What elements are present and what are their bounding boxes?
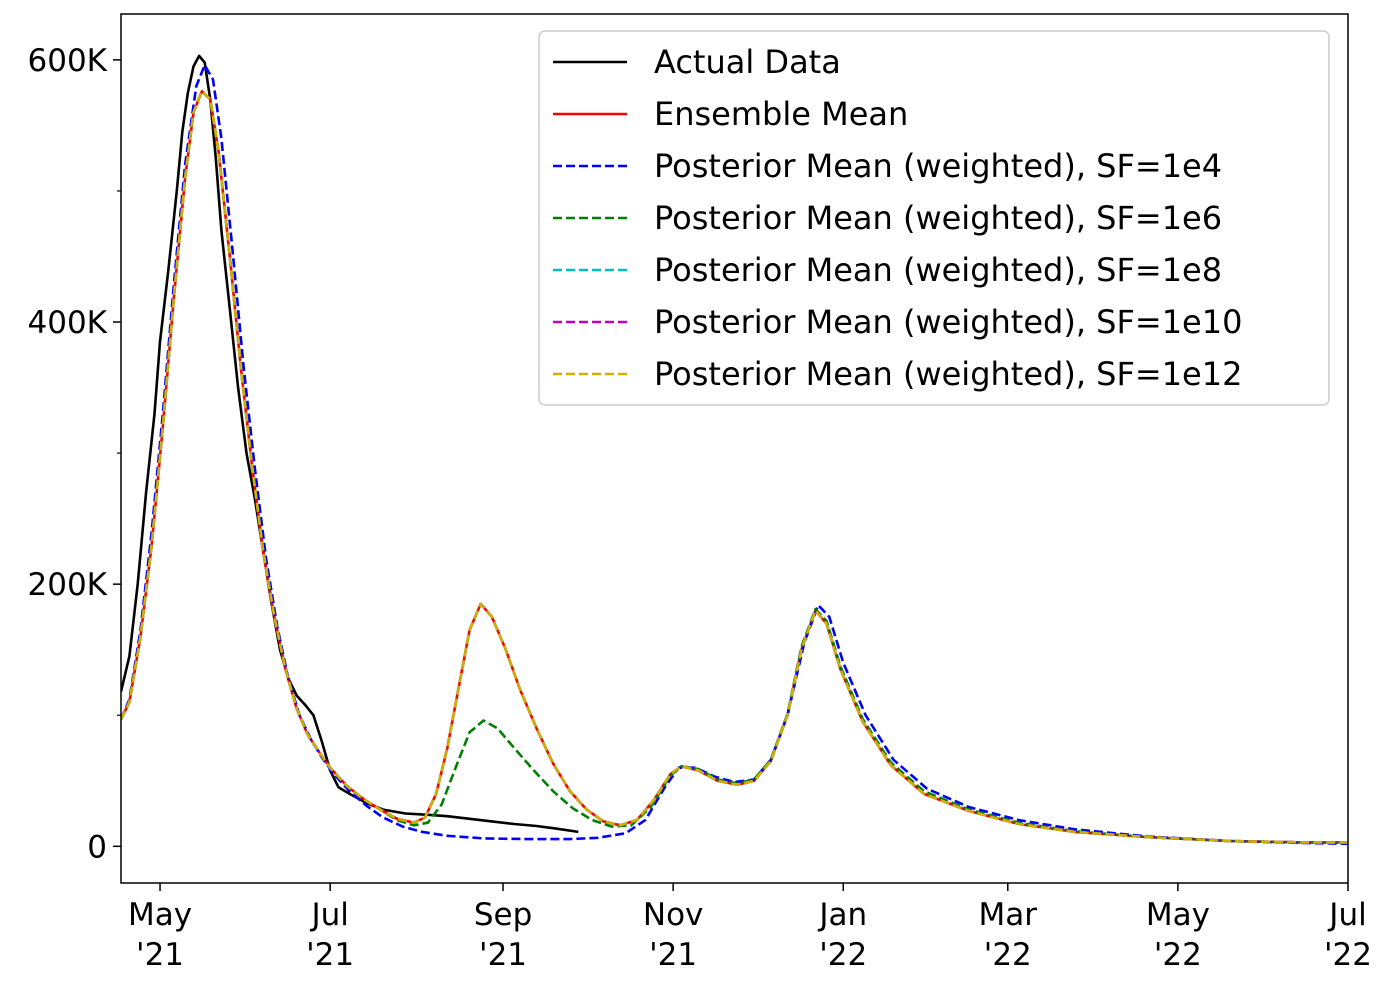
x-tick-label-month: Mar (979, 897, 1038, 933)
legend-label-6: Posterior Mean (weighted), SF=1e12 (654, 355, 1242, 393)
legend-label-5: Posterior Mean (weighted), SF=1e10 (654, 303, 1242, 341)
legend-label-1: Ensemble Mean (654, 95, 908, 133)
legend-label-2: Posterior Mean (weighted), SF=1e4 (654, 147, 1222, 185)
x-tick-label-year: '21 (136, 937, 184, 973)
y-tick-label: 600K (28, 43, 108, 79)
y-tick-label: 200K (28, 567, 108, 603)
x-tick-label-year: '22 (819, 937, 867, 973)
series-line-6 (121, 90, 1348, 844)
x-tick-label-year: '21 (649, 937, 697, 973)
x-tick-label-month: May (1146, 897, 1210, 933)
x-axis: May '21 Jul '21 Sep '21 Nov '21 Jan '22 Mar '22 May '… (128, 883, 1372, 973)
x-tick-label-month: Jul (1327, 897, 1366, 933)
x-tick-label-month: May (128, 897, 192, 933)
x-tick-label-month: Jan (817, 897, 867, 933)
x-tick-label-month: Sep (474, 897, 532, 933)
plot-frame (120, 13, 1349, 884)
x-tick-label-year: '21 (306, 937, 354, 973)
series-layer (121, 54, 1348, 845)
x-tick-label-year: '21 (479, 937, 527, 973)
legend-label-3: Posterior Mean (weighted), SF=1e6 (654, 199, 1222, 237)
x-tick-label-month: Nov (643, 897, 704, 933)
legend-box (538, 30, 1330, 406)
x-tick-label-year: '22 (1154, 937, 1202, 973)
series-line-2 (121, 63, 1348, 845)
x-tick-label-year: '22 (984, 937, 1032, 973)
legend-label-4: Posterior Mean (weighted), SF=1e8 (654, 251, 1222, 289)
x-tick-label-month: Jul (309, 897, 348, 933)
y-tick-label: 0 (87, 829, 107, 865)
y-axis: 0 200K 400K 600K (28, 43, 121, 865)
legend: Actual Data Ensemble Mean Posterior Mean (… (538, 30, 1330, 406)
y-tick-label: 400K (28, 305, 108, 341)
legend-label-0: Actual Data (654, 43, 841, 81)
x-tick-label-year: '22 (1324, 937, 1372, 973)
